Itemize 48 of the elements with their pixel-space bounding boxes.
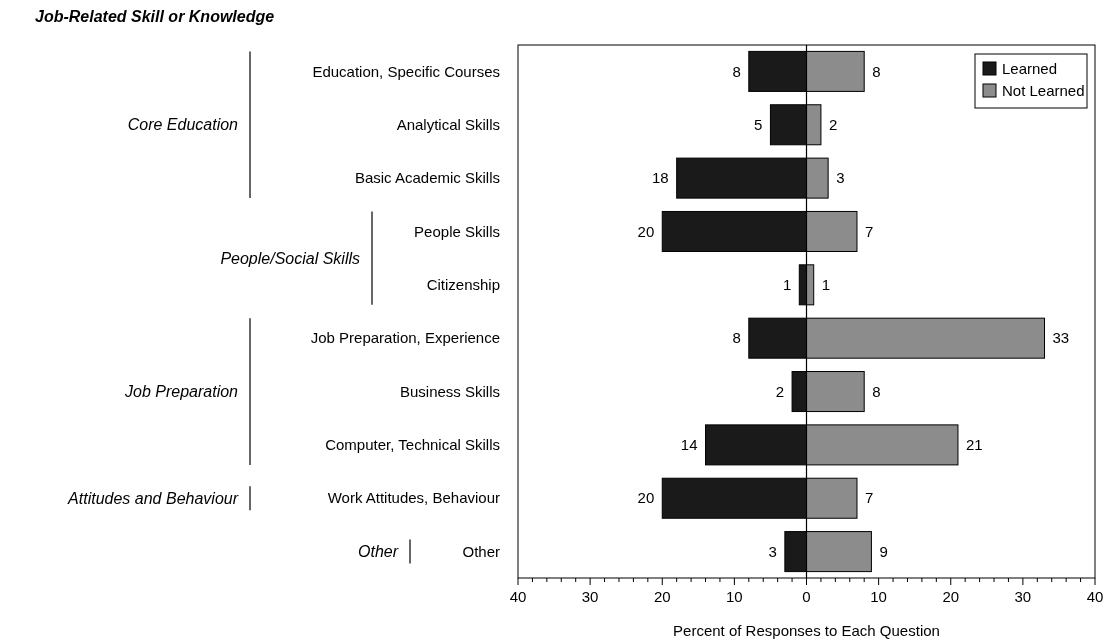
x-tick-label: 20 bbox=[653, 588, 671, 605]
data-label: 8 bbox=[732, 62, 741, 80]
data-label: 9 bbox=[879, 542, 888, 560]
data-label: 20 bbox=[637, 489, 655, 507]
data-label: 2 bbox=[775, 382, 785, 400]
data-label: 1 bbox=[821, 276, 831, 294]
x-tick-label: 10 bbox=[870, 588, 887, 605]
data-label: 14 bbox=[680, 436, 698, 454]
x-tick-label: 0 bbox=[802, 588, 811, 605]
x-tick-label: 30 bbox=[581, 588, 599, 605]
y-tick-label: Education, Specific Courses bbox=[312, 62, 500, 80]
x-tick-label: 30 bbox=[1014, 588, 1032, 605]
text: People/Social Skills bbox=[220, 249, 360, 267]
data-label: 18 bbox=[651, 169, 669, 187]
y-tick-label: Analytical Skills bbox=[396, 116, 500, 134]
text: Job-Related Skill or Knowledge bbox=[35, 8, 275, 25]
data-label: 2 bbox=[828, 116, 838, 134]
data-label: 8 bbox=[732, 329, 741, 347]
x-tick-label: 40 bbox=[509, 588, 527, 605]
text: Job Preparation bbox=[124, 383, 239, 401]
y-tick-label: Citizenship bbox=[426, 276, 500, 294]
data-label: 3 bbox=[836, 169, 845, 187]
data-label: 7 bbox=[864, 489, 874, 507]
x-tick-label: 20 bbox=[942, 588, 960, 605]
data-label: 1 bbox=[782, 276, 792, 294]
legend-label: Learned bbox=[1002, 60, 1058, 78]
data-label: 3 bbox=[768, 542, 777, 560]
data-label: 5 bbox=[754, 116, 763, 134]
y-tick-label: Business Skills bbox=[399, 382, 500, 400]
x-tick-label: 10 bbox=[726, 588, 743, 605]
data-label: 21 bbox=[965, 436, 983, 454]
text: Other bbox=[357, 543, 399, 561]
x-tick-label: 40 bbox=[1086, 588, 1104, 605]
legend-label: Not Learned bbox=[1002, 82, 1085, 100]
y-tick-label: Other bbox=[462, 542, 500, 560]
y-tick-label: People Skills bbox=[414, 222, 500, 240]
y-tick-label: Computer, Technical Skills bbox=[325, 436, 500, 454]
data-label: 20 bbox=[637, 222, 655, 240]
y-tick-label: Basic Academic Skills bbox=[354, 169, 500, 187]
x-axis-title: Percent of Responses to Each Question bbox=[673, 622, 940, 639]
data-label: 33 bbox=[1052, 329, 1070, 347]
y-tick-label: Job Preparation, Experience bbox=[310, 329, 500, 347]
text: Core Education bbox=[127, 116, 239, 134]
data-label: 8 bbox=[872, 62, 881, 80]
text: Attitudes and Behaviour bbox=[67, 489, 239, 507]
y-tick-label: Work Attitudes, Behaviour bbox=[327, 489, 500, 507]
data-label: 7 bbox=[864, 222, 874, 240]
data-label: 8 bbox=[872, 382, 881, 400]
